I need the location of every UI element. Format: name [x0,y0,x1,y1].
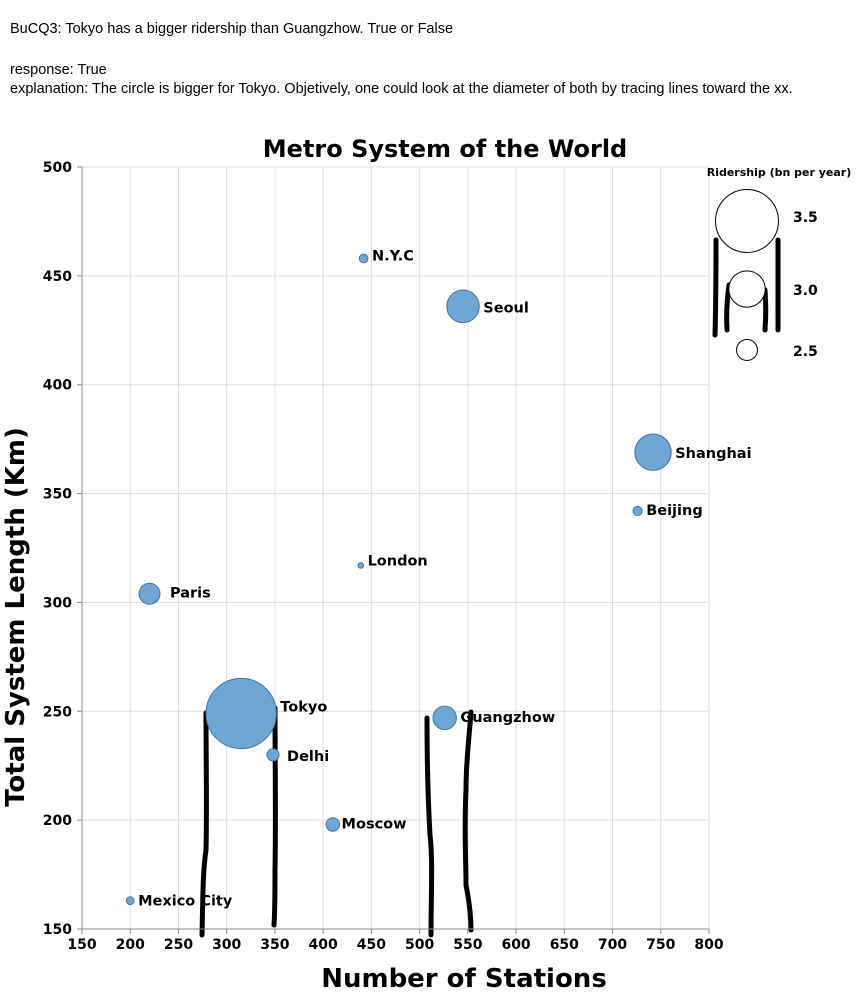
hand-drawn-tracing-lines [199,237,781,938]
point-moscow [325,817,341,832]
point-n-y-c [358,253,369,264]
question-prompt: BuCQ3: Tokyo has a bigger ridership than… [10,21,454,37]
explanation-text: explanation: The circle is bigger for To… [10,81,793,97]
size-legend: Ridership (bn per year) 3.5 3.0 2.5 [707,166,852,361]
tracing-line-guangzhow-right [462,709,474,933]
city-label: Beijing [646,503,703,519]
city-label: Mexico City [138,894,233,910]
x-axis-title: Number of Stations [321,964,607,993]
x-tick-label: 250 [164,937,193,953]
city-label: N.Y.C [372,248,414,264]
y-tick-label: 200 [43,813,72,829]
city-label: Tokyo [280,699,327,715]
city-label: Delhi [287,749,329,765]
city-label: London [368,553,428,569]
legend-circle [715,189,779,253]
point-tokyo [205,677,277,750]
point-beijing [632,505,643,517]
x-tick-label: 750 [646,937,675,953]
tracing-line-guangzhow-left [424,715,435,938]
x-tick-label: 400 [309,937,338,953]
grid-lines [81,166,710,930]
x-tick-label: 200 [116,937,145,953]
legend-label: 2.5 [793,344,818,360]
point-guangzhow [432,705,457,731]
city-label: Guangzhow [460,710,555,726]
point-labels: N.Y.C Seoul Shanghai Beijing London Paris Toky… [138,248,751,909]
legend-label: 3.0 [793,283,818,299]
x-tick-label: 300 [212,937,241,953]
tracing-line-tokyo-right [271,705,278,928]
point-seoul [446,289,480,324]
x-tick-label: 450 [357,937,386,953]
city-label: Moscow [342,816,407,832]
y-tick-label: 400 [43,378,72,394]
legend-circle [736,339,758,361]
x-tick-label: 500 [405,937,434,953]
legend-label: 3.5 [793,210,818,226]
city-label: Paris [170,586,211,602]
x-tick-label: 550 [453,937,482,953]
legend-circle [728,270,766,308]
y-tick-label: 350 [43,487,72,503]
point-mexico-city [125,896,135,906]
y-axis-title: Total System Length (Km) [1,427,31,807]
x-tick-label: 350 [260,937,289,953]
legend-title: Ridership (bn per year) [707,166,852,179]
axes: 150 200 250 300 350 400 450 500 550 600 650 700 750 8… [43,160,724,953]
x-tick-label: 150 [67,937,96,953]
data-points [125,253,672,906]
y-tick-label: 500 [43,160,72,176]
tracing-line-legend-large-left [712,237,719,338]
city-label: Shanghai [675,446,751,462]
x-tick-label: 650 [550,937,579,953]
point-shanghai [634,433,672,471]
city-label: Seoul [483,300,529,316]
response-text: response: True [10,61,107,78]
x-tick-label: 700 [598,937,627,953]
x-tick-label: 600 [501,937,530,953]
y-tick-label: 250 [43,704,72,720]
point-delhi [266,748,280,762]
point-paris [138,582,161,605]
y-tick-label: 450 [43,269,72,285]
question-block: BuCQ3: Tokyo has a bigger ridership than… [10,20,850,100]
tracing-line-tokyo-left [199,710,209,938]
y-tick-label: 300 [43,595,72,611]
y-tick-label: 150 [43,922,72,938]
point-london [357,562,365,569]
chart-title: Metro System of the World [263,135,627,163]
tracing-line-legend-mid-right [762,287,769,333]
x-tick-label: 800 [694,937,723,953]
